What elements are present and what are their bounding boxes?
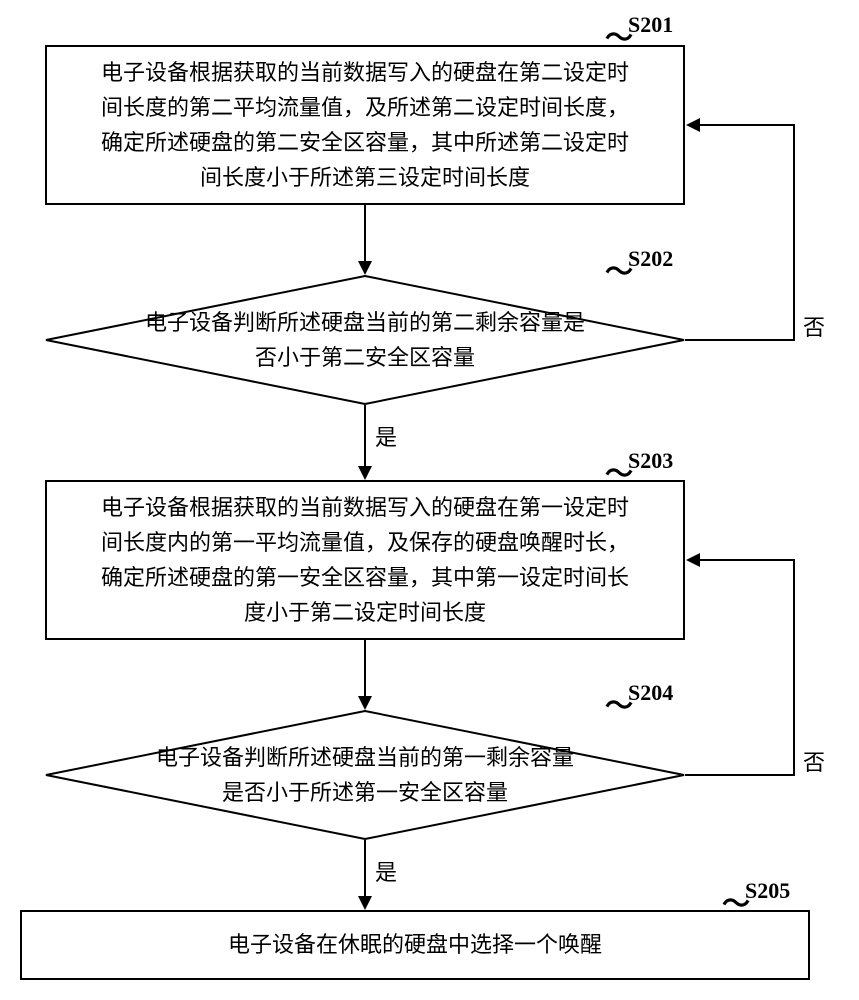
s204-line1: 电子设备判断所述硬盘当前的第一剩余容量 xyxy=(156,740,574,775)
edge-s202-no-v xyxy=(793,124,795,341)
edge-s203-s204-head xyxy=(358,696,372,710)
node-s204: 电子设备判断所述硬盘当前的第一剩余容量 是否小于所述第一安全区容量 xyxy=(45,710,685,840)
edge-s204-no-h2 xyxy=(700,559,795,561)
step-label-s203: S203 xyxy=(628,448,673,474)
edge-s202-no-h xyxy=(685,339,795,341)
node-s205: 电子设备在休眠的硬盘中选择一个唤醒 xyxy=(20,910,810,980)
s203-line3: 确定所述硬盘的第一安全区容量，其中第一设定时间长 xyxy=(101,560,629,595)
s201-line3: 确定所述硬盘的第二安全区容量，其中所述第二设定时 xyxy=(101,125,629,160)
edge-s203-s204-line xyxy=(364,640,366,696)
edge-s201-s202-head xyxy=(358,261,372,275)
edge-s204-s205-line xyxy=(364,840,366,896)
step-label-s204: S204 xyxy=(628,680,673,706)
s202-line1: 电子设备判断所述硬盘当前的第二剩余容量是 xyxy=(145,305,585,340)
s201-line1: 电子设备根据获取的当前数据写入的硬盘在第二设定时 xyxy=(101,55,629,90)
label-s204-yes: 是 xyxy=(375,855,397,887)
s203-line2: 间长度内的第一平均流量值，及保存的硬盘唤醒时长， xyxy=(101,525,629,560)
label-s202-no: 否 xyxy=(803,310,825,342)
edge-s202-no-h2 xyxy=(700,124,795,126)
edge-s201-s202-line xyxy=(364,205,366,261)
label-s202-yes: 是 xyxy=(375,420,397,452)
edge-s202-s203-line xyxy=(364,405,366,466)
s203-line4: 度小于第二设定时间长度 xyxy=(101,595,629,630)
edge-s204-no-v xyxy=(793,559,795,776)
s205-line1: 电子设备在休眠的硬盘中选择一个唤醒 xyxy=(228,927,602,962)
s201-line4: 间长度小于所述第三设定时间长度 xyxy=(101,160,629,195)
node-s202: 电子设备判断所述硬盘当前的第二剩余容量是 否小于第二安全区容量 xyxy=(45,275,685,405)
edge-s202-s203-head xyxy=(358,466,372,480)
node-s203: 电子设备根据获取的当前数据写入的硬盘在第一设定时 间长度内的第一平均流量值，及保… xyxy=(45,480,685,640)
s204-line2: 是否小于所述第一安全区容量 xyxy=(156,775,574,810)
label-s204-no: 否 xyxy=(803,745,825,777)
node-s201: 电子设备根据获取的当前数据写入的硬盘在第二设定时 间长度的第二平均流量值，及所述… xyxy=(45,45,685,205)
edge-s202-no-head xyxy=(686,118,700,132)
step-label-s205: S205 xyxy=(745,878,790,904)
step-label-s202: S202 xyxy=(628,246,673,272)
s201-line2: 间长度的第二平均流量值，及所述第二设定时间长度， xyxy=(101,90,629,125)
edge-s204-no-head xyxy=(686,553,700,567)
edge-s204-no-h xyxy=(685,774,795,776)
step-label-s201: S201 xyxy=(628,12,673,38)
s202-line2: 否小于第二安全区容量 xyxy=(145,340,585,375)
edge-s204-s205-head xyxy=(358,896,372,910)
s203-line1: 电子设备根据获取的当前数据写入的硬盘在第一设定时 xyxy=(101,490,629,525)
